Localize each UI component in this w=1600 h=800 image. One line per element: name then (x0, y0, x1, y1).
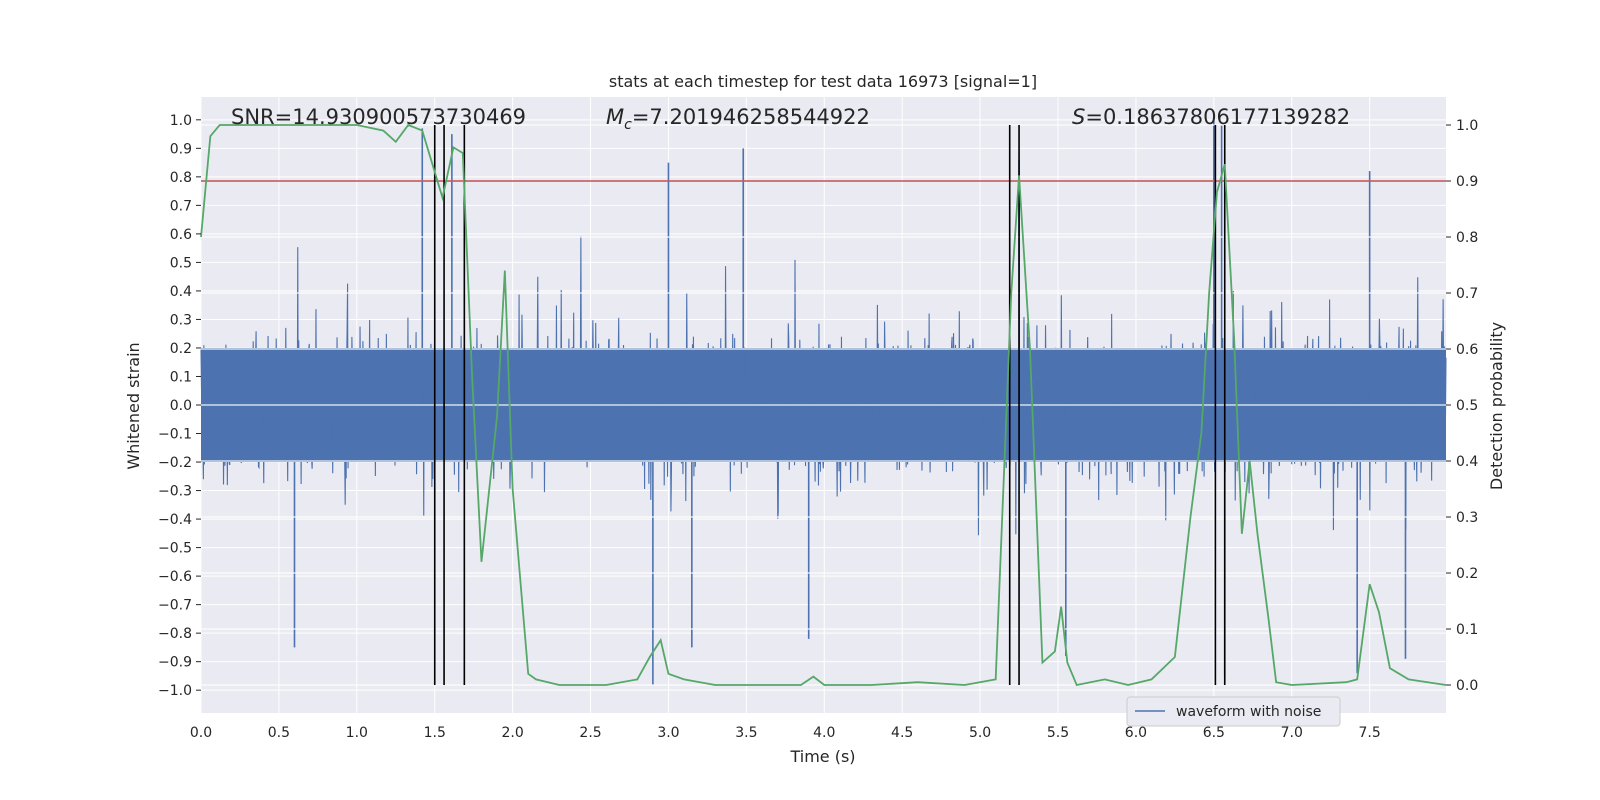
y-tick-label: 0.1 (170, 369, 192, 385)
s-annotation: S=0.18637806177139282 (1072, 105, 1350, 129)
x-tick-label: 0.5 (268, 725, 290, 741)
x-tick-label: 7.5 (1359, 725, 1381, 741)
y-tick-label: 0.2 (170, 341, 192, 357)
y-tick-label: −0.4 (158, 512, 192, 528)
y-tick-label: 1.0 (170, 113, 192, 129)
y-tick-label: −0.7 (158, 598, 192, 614)
chirp-mass-symbol: M (606, 105, 624, 129)
chirp-mass-value: =7.201946258544922 (632, 105, 870, 129)
x-tick-label: 2.5 (579, 725, 601, 741)
x-tick-label: 5.5 (1047, 725, 1069, 741)
snr-annotation: SNR=14.930900573730469 (231, 105, 526, 129)
y-tick-label: 0.6 (170, 227, 192, 243)
y-tick-label: 0.3 (170, 312, 192, 328)
y-tick-label: 0.7 (170, 198, 192, 214)
s-value: =0.18637806177139282 (1085, 105, 1350, 129)
chirp-mass-annotation: Mc=7.201946258544922 (606, 105, 870, 133)
x-tick-label: 3.0 (657, 725, 679, 741)
ticks: 0.0 0.5 1.0 1.5 2.0 2.5 3.0 3.5 4.0 4.5 5.0 5.5 6.0 6… (158, 113, 1478, 741)
y-axis-label: Whitened strain (124, 342, 143, 469)
y2-tick-label: 1.0 (1456, 118, 1478, 134)
x-tick-label: 0.0 (190, 725, 212, 741)
x-tick-label: 1.5 (424, 725, 446, 741)
legend-label: waveform with noise (1176, 704, 1321, 720)
y-tick-label: −0.1 (158, 427, 192, 443)
x-tick-label: 1.0 (346, 725, 368, 741)
chirp-mass-subscript: c (624, 117, 632, 133)
y-tick-label: −0.8 (158, 626, 192, 642)
x-tick-label: 2.0 (502, 725, 524, 741)
waveform-trace (200, 236, 1447, 536)
y2-tick-label: 0.5 (1456, 398, 1478, 414)
y-tick-label: 0.5 (170, 255, 192, 271)
y2-tick-label: 0.0 (1456, 678, 1478, 694)
x-tick-label: 3.5 (735, 725, 757, 741)
y2-tick-label: 0.6 (1456, 342, 1478, 358)
y2-tick-label: 0.9 (1456, 174, 1478, 190)
y-tick-label: 0.8 (170, 170, 192, 186)
x-axis-label: Time (s) (789, 747, 855, 766)
y2-tick-label: 0.7 (1456, 286, 1478, 302)
chart-title: stats at each timestep for test data 169… (609, 72, 1037, 91)
s-symbol: S (1072, 105, 1085, 129)
y2-tick-label: 0.8 (1456, 230, 1478, 246)
y-tick-label: −0.6 (158, 569, 192, 585)
x-tick-label: 4.0 (813, 725, 835, 741)
y2-axis-label: Detection probability (1487, 322, 1506, 490)
legend-box (1126, 696, 1341, 727)
y-tick-label: −1.0 (158, 683, 192, 699)
y-tick-label: −0.5 (158, 541, 192, 557)
y-tick-label: 0.0 (170, 398, 192, 414)
legend: waveform with noise (1126, 696, 1341, 727)
x-tick-label: 7.0 (1281, 725, 1303, 741)
detection-probability-line (200, 123, 1447, 687)
y2-tick-label: 0.2 (1456, 566, 1478, 582)
y-tick-label: −0.3 (158, 484, 192, 500)
y-tick-label: −0.2 (158, 455, 192, 471)
x-tick-label: 4.5 (891, 725, 913, 741)
y-tick-label: 0.4 (170, 284, 192, 300)
y2-tick-label: 0.3 (1456, 510, 1478, 526)
y2-tick-label: 0.4 (1456, 454, 1478, 470)
y2-tick-label: 0.1 (1456, 622, 1478, 638)
x-tick-label: 6.0 (1125, 725, 1147, 741)
x-tick-label: 5.0 (969, 725, 991, 741)
x-tick-label: 6.5 (1203, 725, 1225, 741)
y-tick-label: −0.9 (158, 655, 192, 671)
y-tick-label: 0.9 (170, 141, 192, 157)
